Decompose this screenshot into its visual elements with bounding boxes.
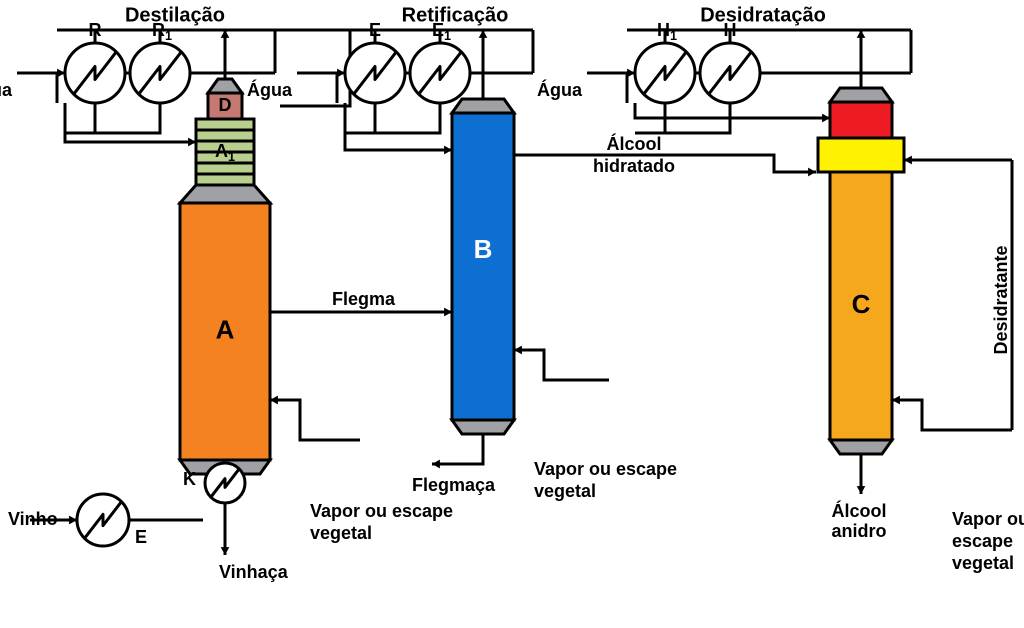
svg-text:D: D xyxy=(219,95,232,115)
svg-text:Vapor ou escape: Vapor ou escape xyxy=(534,459,677,479)
svg-text:H1: H1 xyxy=(657,20,677,44)
svg-text:E: E xyxy=(135,527,147,547)
svg-text:anidro: anidro xyxy=(831,521,886,541)
svg-text:Flegma: Flegma xyxy=(332,289,396,309)
svg-text:vegetal: vegetal xyxy=(952,553,1014,573)
svg-text:hidratado: hidratado xyxy=(593,156,675,176)
svg-text:Água: Água xyxy=(0,79,13,100)
svg-text:Vinhaça: Vinhaça xyxy=(219,562,289,582)
svg-text:Água: Água xyxy=(247,79,293,100)
svg-text:Desidratação: Desidratação xyxy=(700,4,826,26)
svg-text:escape: escape xyxy=(952,531,1013,551)
svg-text:Flegmaça: Flegmaça xyxy=(412,475,496,495)
svg-text:Desidratante: Desidratante xyxy=(991,245,1011,354)
svg-text:Vapor ou: Vapor ou xyxy=(952,509,1024,529)
svg-text:A: A xyxy=(216,314,235,344)
svg-text:vegetal: vegetal xyxy=(534,481,596,501)
svg-text:Vinho: Vinho xyxy=(8,509,58,529)
svg-text:vegetal: vegetal xyxy=(310,523,372,543)
svg-text:B: B xyxy=(474,234,493,264)
svg-text:C: C xyxy=(852,289,871,319)
svg-text:K: K xyxy=(183,469,196,489)
svg-text:Água: Água xyxy=(537,79,583,100)
svg-text:Vapor ou escape: Vapor ou escape xyxy=(310,501,453,521)
svg-text:Álcool: Álcool xyxy=(831,500,886,521)
svg-text:Destilação: Destilação xyxy=(125,4,225,26)
svg-text:Álcool: Álcool xyxy=(606,133,661,154)
svg-text:Retificação: Retificação xyxy=(402,4,509,26)
